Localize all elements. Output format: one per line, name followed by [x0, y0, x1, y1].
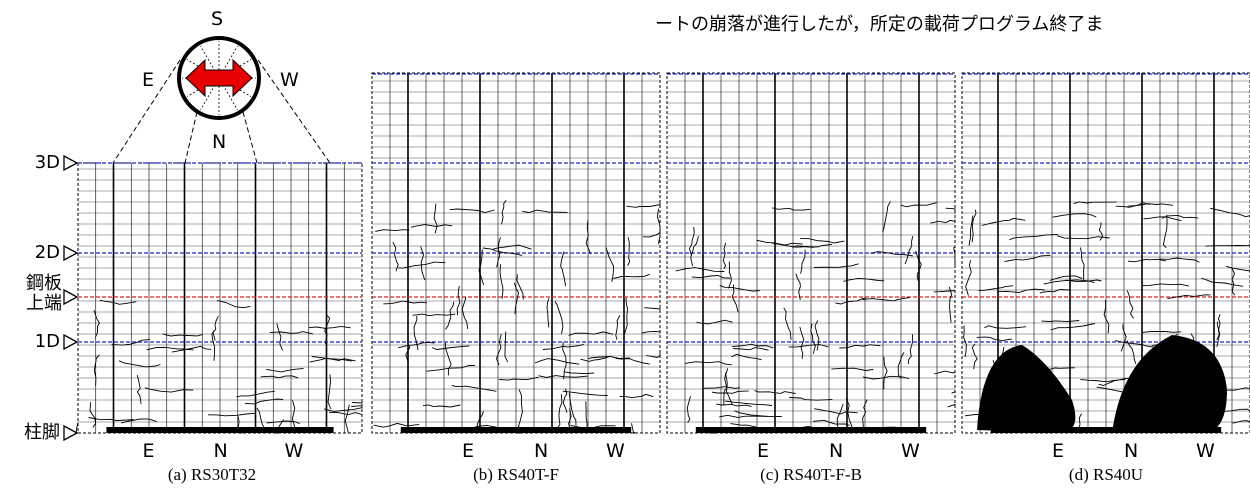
level-marker — [64, 156, 77, 170]
direction-label: N — [534, 442, 548, 461]
compass-label: N — [212, 133, 226, 152]
level-label: 1D — [24, 332, 60, 352]
compass-label: W — [280, 71, 299, 90]
level-marker — [64, 335, 77, 349]
level-marker — [64, 246, 77, 260]
figure: ートの崩落が進行したが，所定の載荷プログラム終了ま S E W N 3D 2D 鋼板… — [0, 0, 1250, 491]
direction-label: E — [462, 442, 474, 461]
compass-label: S — [211, 10, 223, 29]
spalling — [696, 427, 926, 433]
panel-caption: (b) RS40T-F — [371, 465, 661, 485]
panel-caption: (d) RS40U — [961, 465, 1250, 485]
direction-label: W — [901, 442, 920, 461]
level-label: 2D — [24, 243, 60, 263]
spalling — [106, 427, 333, 433]
level-label: 3D — [24, 153, 60, 173]
direction-label: E — [1052, 442, 1064, 461]
panel-caption: (c) RS40T-F-B — [666, 465, 956, 485]
direction-label: N — [1124, 442, 1138, 461]
compass-label: E — [142, 71, 154, 90]
leader-line — [243, 112, 257, 163]
direction-label: N — [214, 442, 228, 461]
direction-label: E — [143, 442, 155, 461]
spalling — [401, 427, 631, 433]
leader-line — [185, 112, 197, 163]
level-label: 柱脚 — [24, 423, 60, 443]
direction-label: N — [829, 442, 843, 461]
panel-caption: (a) RS30T32 — [67, 465, 357, 485]
level-marker — [64, 290, 77, 304]
header-text: ートの崩落が進行したが，所定の載荷プログラム終了ま — [655, 16, 1103, 34]
direction-label: W — [1196, 442, 1215, 461]
level-label: 鋼板上端 — [24, 274, 62, 314]
direction-label: W — [285, 442, 304, 461]
figure-drawing — [0, 0, 1250, 491]
direction-label: E — [757, 442, 769, 461]
direction-label: W — [606, 442, 625, 461]
level-marker — [64, 426, 77, 440]
